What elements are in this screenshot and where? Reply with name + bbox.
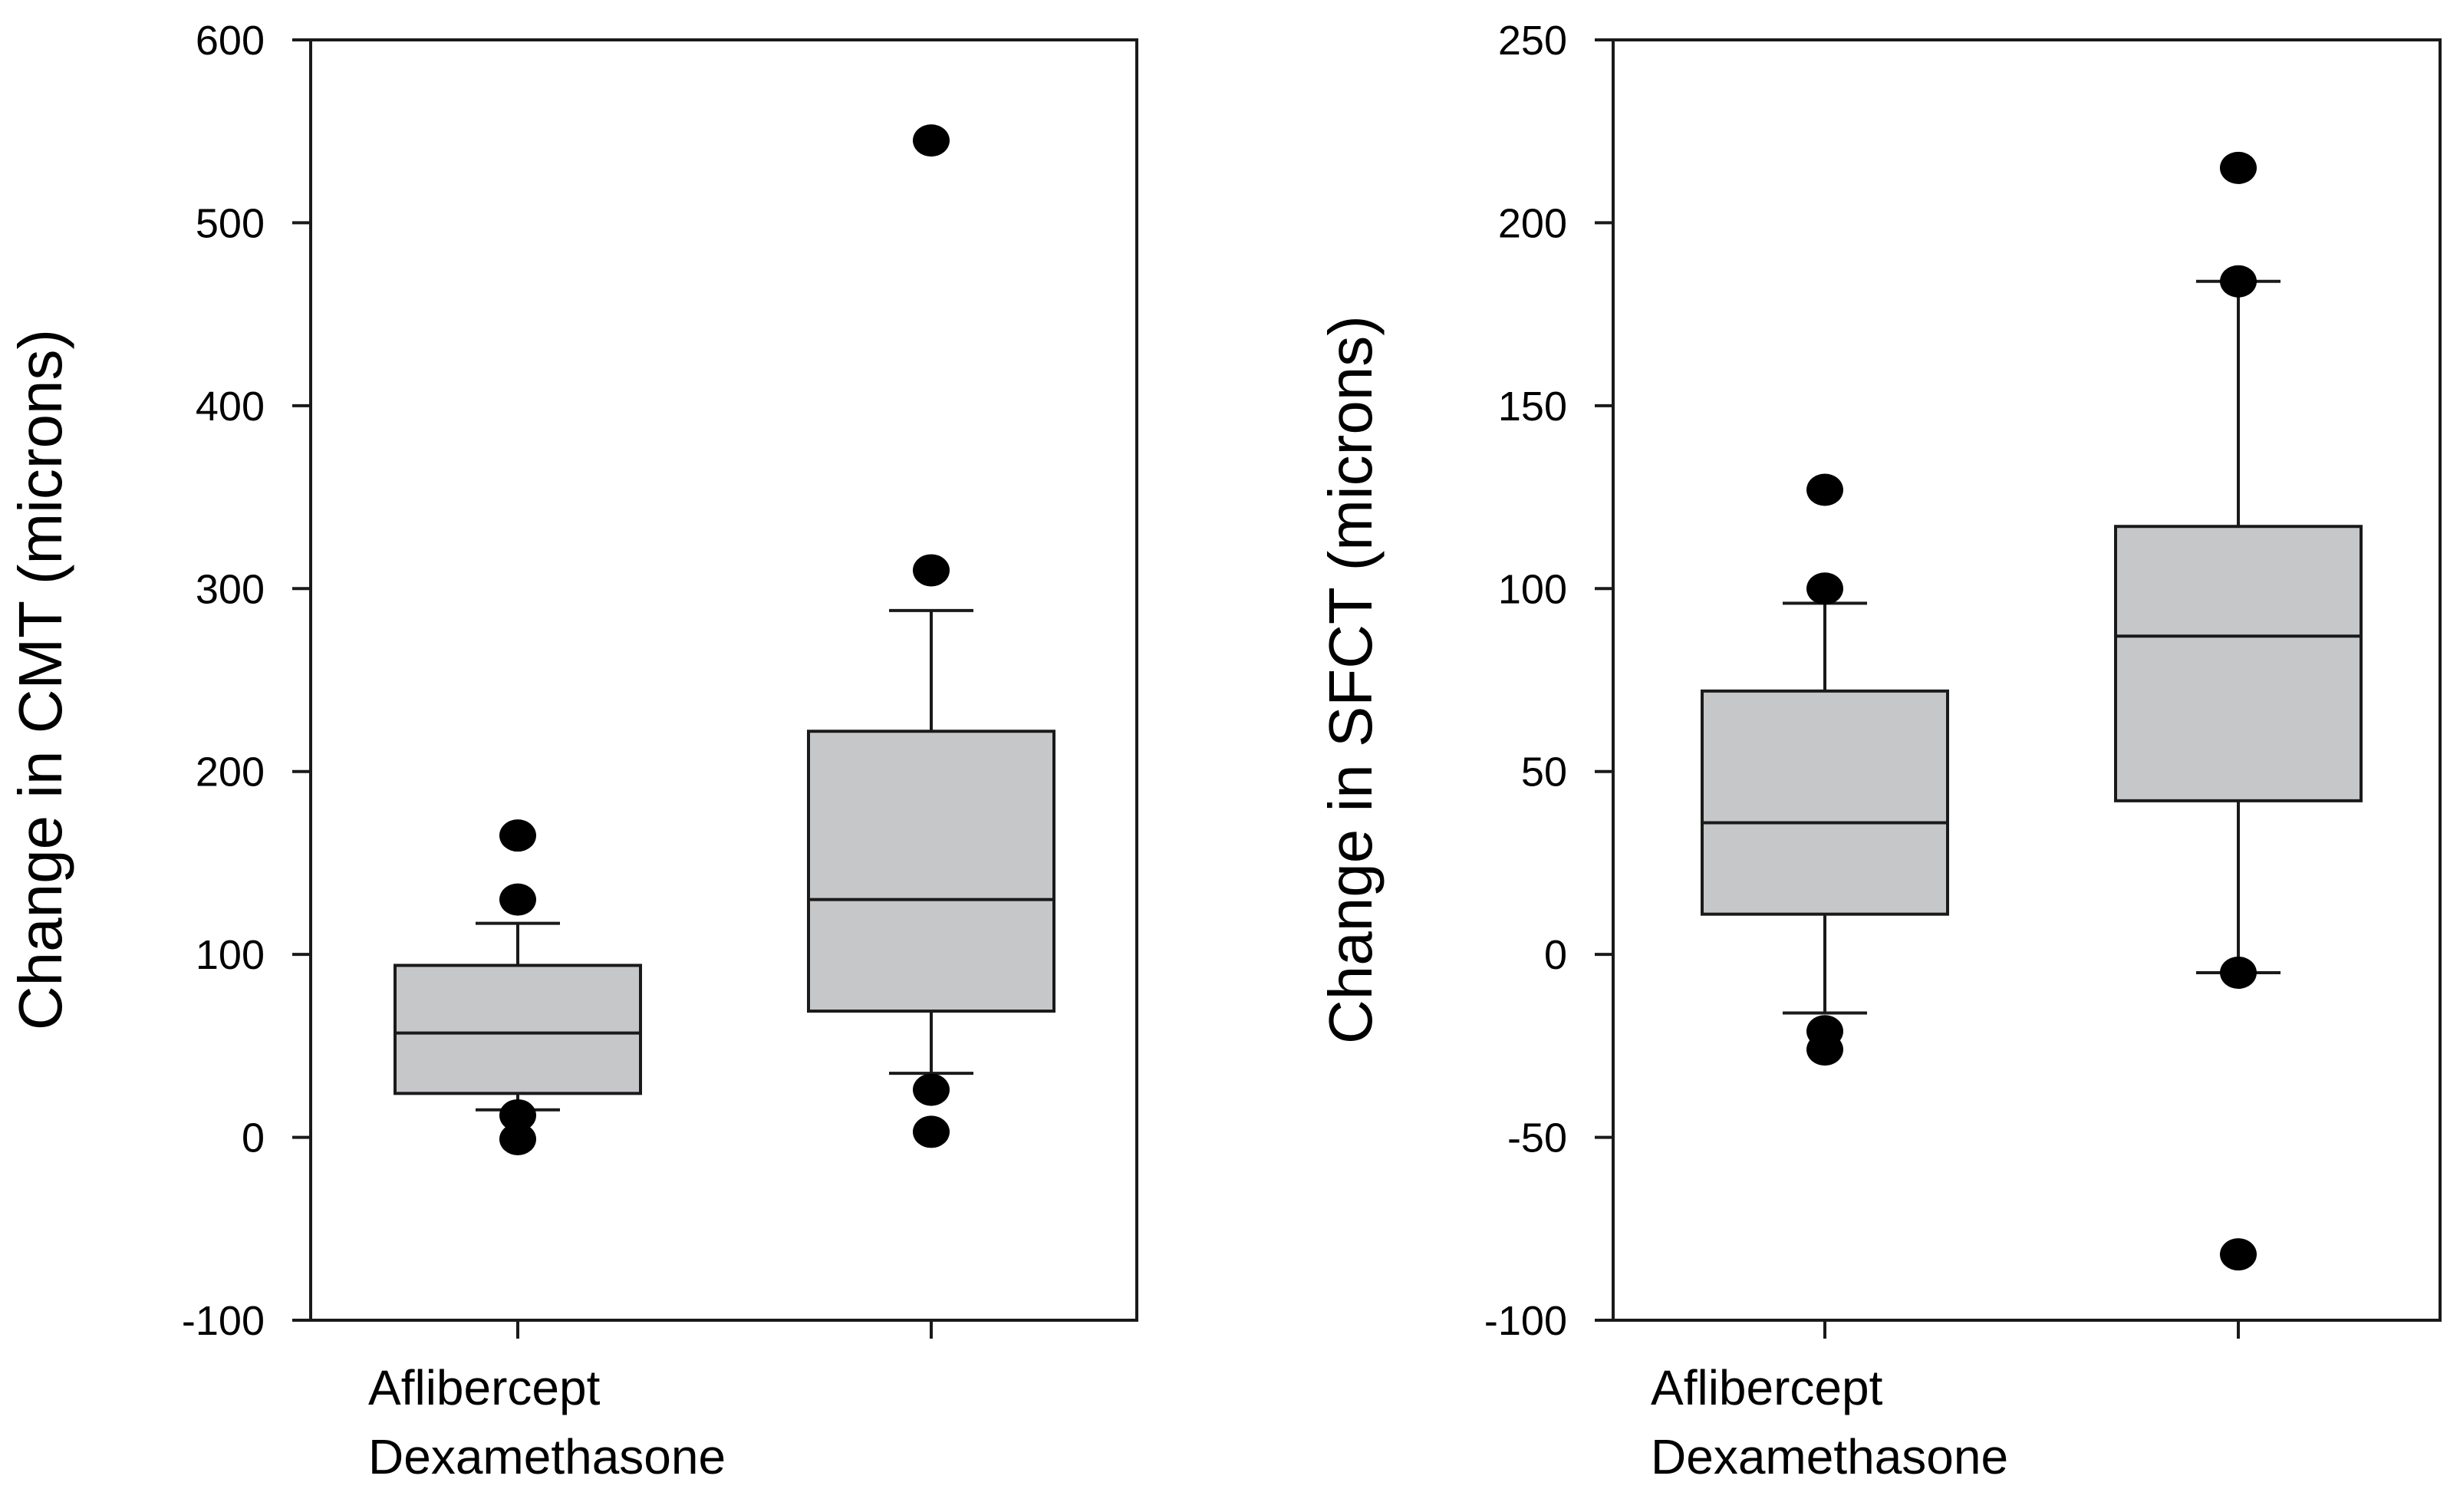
iqr-box xyxy=(1701,689,1949,916)
outlier-point xyxy=(499,819,536,852)
y-tick-label: 200 xyxy=(196,749,265,796)
box-dexamethasone xyxy=(2114,151,2363,1271)
iqr-box xyxy=(807,730,1055,1013)
y-tick-label: 500 xyxy=(196,200,265,246)
group-label-dexamethasone: Dexamethasone xyxy=(368,1429,726,1484)
outlier-point xyxy=(2220,956,2257,989)
y-tick-label: 50 xyxy=(1521,749,1567,796)
box-dexamethasone xyxy=(807,124,1055,1148)
outlier-point xyxy=(2220,151,2257,184)
outlier-point xyxy=(913,1073,950,1106)
y-tick-label: -100 xyxy=(182,1298,265,1344)
outlier-point xyxy=(1806,473,1843,506)
plot-frame xyxy=(309,38,1138,1322)
y-tick-label: -100 xyxy=(1484,1298,1567,1344)
outlier-point xyxy=(913,1115,950,1148)
outlier-point xyxy=(499,1122,536,1155)
outlier-point xyxy=(499,1099,536,1132)
y-tick-label: 250 xyxy=(1498,18,1567,64)
iqr-box xyxy=(394,964,642,1095)
group-label-aflibercept: Aflibercept xyxy=(1651,1360,1883,1415)
y-tick-label: 100 xyxy=(196,932,265,978)
y-tick-label: 200 xyxy=(1498,200,1567,246)
y-tick-label: 150 xyxy=(1498,384,1567,430)
outlier-point xyxy=(499,883,536,916)
outlier-point xyxy=(1806,572,1843,605)
plot-frame xyxy=(1612,38,2442,1322)
y-tick-label: 600 xyxy=(196,18,265,64)
outlier-point xyxy=(1806,1033,1843,1066)
y-tick-label: 100 xyxy=(1498,566,1567,612)
group-label-aflibercept: Aflibercept xyxy=(368,1360,601,1415)
box-aflibercept xyxy=(394,819,642,1155)
y-tick-label: 300 xyxy=(196,566,265,612)
y-tick-label: 0 xyxy=(1544,932,1567,978)
y-tick-label: 0 xyxy=(242,1115,265,1161)
chart-2: -100 -50 0 50 100 150 200 250 Change in SFCT (mi… xyxy=(1316,18,2442,1484)
group-label-dexamethasone: Dexamethasone xyxy=(1651,1429,2008,1484)
box-aflibercept xyxy=(1701,473,1949,1066)
outlier-point xyxy=(2220,265,2257,298)
outlier-point xyxy=(913,554,950,587)
outlier-point xyxy=(913,124,950,157)
iqr-box xyxy=(2114,525,2363,802)
y-axis-title: Change in SFCT (microns) xyxy=(1316,315,1385,1044)
chart-1: -100 0 100 200 300 400 500 600 Change in CMT (mi… xyxy=(6,18,1138,1484)
y-tick-label: -50 xyxy=(1507,1115,1567,1161)
outlier-point xyxy=(2220,1238,2257,1271)
y-axis-title: Change in CMT (microns) xyxy=(6,329,74,1030)
y-tick-label: 400 xyxy=(196,384,265,430)
